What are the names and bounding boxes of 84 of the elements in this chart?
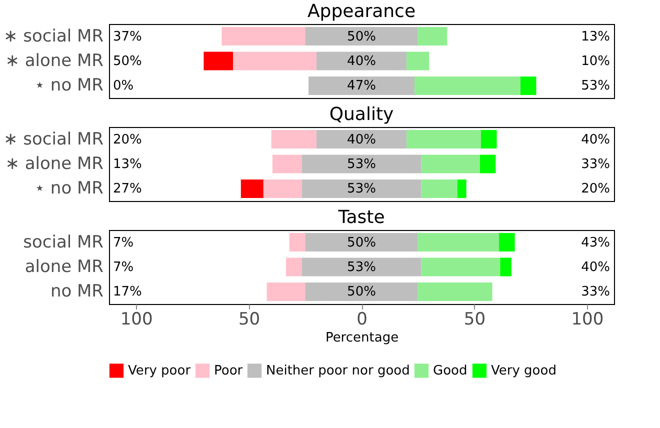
legend-label: Good [433, 364, 468, 379]
x-tick-label: 50 [238, 310, 260, 330]
bar [222, 26, 306, 46]
data-label: 53% [347, 182, 376, 197]
x-axis-title: Percentage [325, 330, 399, 346]
text: 17% [113, 284, 142, 300]
data-label: 40% [347, 54, 376, 69]
y-tick-label: no MR [50, 282, 104, 302]
data-label: 50% [347, 235, 376, 250]
bar [289, 232, 306, 252]
text: 33% [581, 157, 610, 172]
bar [204, 52, 233, 70]
data-label: 53% [347, 157, 376, 172]
bar [480, 130, 497, 149]
legend-label: Very good [491, 364, 556, 379]
bar [266, 282, 306, 302]
bar [418, 26, 448, 46]
x-tick-label: 100 [571, 310, 604, 330]
bar [418, 282, 492, 302]
bar [500, 258, 512, 276]
y-tick-label: ∗ alone MR [5, 51, 104, 71]
chart-title: Quality [329, 104, 394, 125]
data-label: 47% [347, 78, 376, 94]
text: 40% [581, 132, 610, 148]
data-label: 50% [347, 29, 376, 44]
data-label: 50% [347, 284, 376, 300]
y-tick-label: social MR [23, 232, 104, 252]
text: 53% [581, 78, 610, 94]
y-tick-label: ∗ social MR [4, 129, 104, 150]
bar [272, 154, 302, 174]
bar [308, 76, 414, 96]
bar [406, 52, 430, 70]
bar [480, 154, 496, 174]
x-tick-label: 50 [464, 310, 486, 330]
text: 20% [581, 182, 610, 197]
chart-title: Taste [337, 207, 385, 228]
text: 13% [581, 29, 610, 44]
text: 0% [113, 78, 134, 94]
data-label: 40% [347, 132, 376, 148]
bar [240, 179, 264, 198]
text: 10% [581, 54, 610, 69]
text: 37% [113, 29, 142, 44]
y-tick-label: ⋆ no MR [34, 76, 104, 96]
y-tick-label: ∗ social MR [4, 26, 104, 46]
x-tick-label: 100 [120, 310, 153, 330]
bar [302, 179, 422, 198]
bar [406, 130, 481, 149]
text: 33% [581, 284, 610, 300]
bar [316, 130, 407, 149]
bar [457, 179, 466, 198]
legend-label: Poor [214, 364, 244, 379]
bar [302, 258, 422, 276]
legend-label: Very poor [128, 364, 192, 379]
bar [305, 232, 418, 252]
bar [263, 179, 302, 198]
bar [418, 232, 500, 252]
text: 27% [113, 182, 142, 197]
text: 43% [581, 235, 610, 250]
bar [316, 52, 407, 70]
text: 13% [113, 157, 142, 172]
bar [421, 179, 458, 198]
legend-label: Neither poor nor good [266, 364, 410, 379]
bar [305, 282, 418, 302]
text: 20% [113, 132, 142, 148]
bar [499, 232, 515, 252]
bar [414, 76, 520, 96]
y-tick-label: alone MR [24, 257, 104, 277]
bar [302, 154, 422, 174]
text: 7% [113, 260, 134, 275]
bar [520, 76, 536, 96]
bar [421, 154, 480, 174]
text: 40% [581, 260, 610, 275]
data-label: 53% [347, 260, 376, 275]
text: 50% [113, 54, 142, 69]
x-tick-label: 0 [356, 310, 368, 330]
y-tick-label: ⋆ no MR [34, 178, 104, 199]
text: 7% [113, 235, 134, 250]
bar [305, 26, 418, 46]
chart-title: Appearance [307, 1, 416, 22]
bar [421, 258, 500, 276]
bar [286, 258, 302, 276]
bar [271, 130, 316, 149]
bar [232, 52, 316, 70]
y-tick-label: ∗ alone MR [5, 154, 104, 174]
